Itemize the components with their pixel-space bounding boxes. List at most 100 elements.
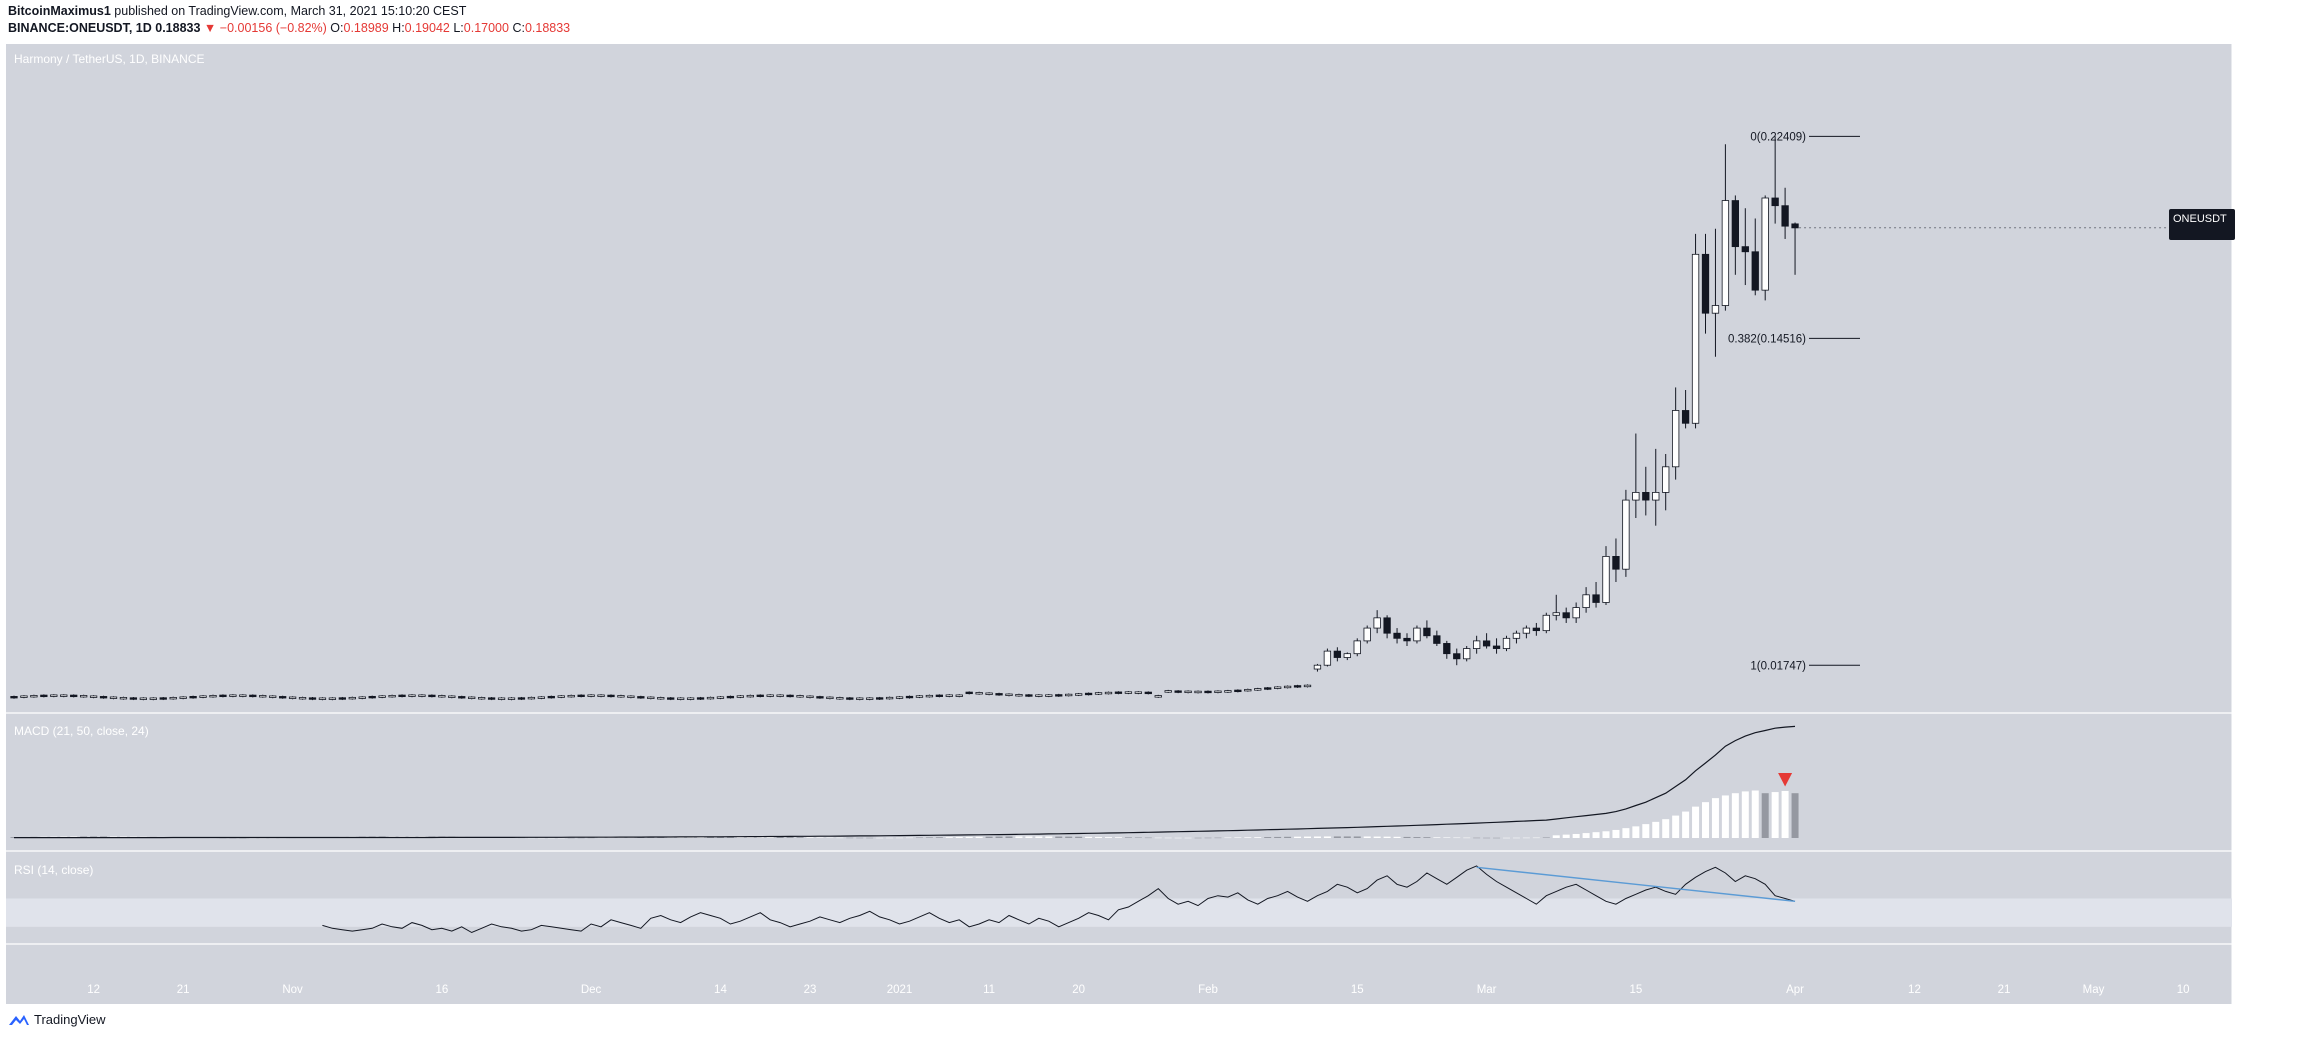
candle <box>955 694 963 697</box>
candle <box>477 697 486 700</box>
macd-histogram-bar <box>597 837 605 839</box>
candle <box>895 696 904 699</box>
price-tick-label: 0.06000 <box>2254 551 2296 563</box>
candle <box>1025 694 1033 697</box>
candle <box>30 695 38 698</box>
signal-arrow-icon <box>1778 773 1793 787</box>
macd-histogram-bar <box>1294 836 1302 838</box>
candle <box>885 696 894 700</box>
macd-histogram-bar <box>1493 837 1501 839</box>
candle <box>458 696 466 699</box>
candle <box>1104 691 1113 695</box>
down-arrow-icon: ▼ <box>203 21 217 35</box>
fib-level-label: 1(0.01747) <box>1750 660 1806 672</box>
candle <box>1124 691 1133 694</box>
candle <box>1333 650 1341 658</box>
candle <box>1154 695 1162 698</box>
candle <box>468 696 476 699</box>
price-tick-label: 0.08000 <box>2254 500 2296 512</box>
candle <box>1164 690 1172 693</box>
candle <box>50 694 58 697</box>
candle <box>1642 491 1650 501</box>
macd-histogram-bar <box>1771 792 1779 838</box>
macd-histogram-bar <box>1264 837 1272 838</box>
macd-histogram-bar <box>1025 836 1033 838</box>
macd-histogram-bar <box>1015 836 1023 838</box>
macd-histogram-bar <box>935 837 943 838</box>
candle <box>199 695 207 698</box>
macd-histogram-bar <box>836 837 844 839</box>
candle <box>1532 627 1540 632</box>
candle <box>796 695 804 698</box>
candle <box>179 696 187 699</box>
macd-histogram-bar <box>1682 811 1690 838</box>
candle <box>1303 684 1312 688</box>
macd-histogram-bar <box>965 836 973 838</box>
candle <box>1602 556 1610 603</box>
macd-tick-label: 0.00000 <box>2254 833 2296 845</box>
footer-brand-name: TradingView <box>34 1012 106 1027</box>
time-tick-label: 20 <box>1072 984 1085 996</box>
macd-histogram-bar <box>1194 837 1202 839</box>
author-name[interactable]: BitcoinMaximus1 <box>8 4 111 18</box>
macd-histogram-bar <box>985 836 993 838</box>
candle <box>607 694 615 698</box>
close-value: 0.18833 <box>524 21 571 35</box>
macd-histogram-bar <box>1711 798 1719 838</box>
candle <box>1463 648 1471 660</box>
price-badge <box>2169 209 2235 240</box>
price-tick-label: 0.12000 <box>2254 398 2296 410</box>
time-tick-label: 11 <box>983 984 995 996</box>
macd-histogram-bar <box>1164 837 1172 839</box>
macd-histogram-bar <box>1473 837 1481 839</box>
macd-histogram-bar <box>1741 791 1749 838</box>
candle <box>935 694 943 697</box>
macd-histogram-bar <box>1582 833 1590 838</box>
candle <box>816 696 824 699</box>
candle <box>1045 694 1053 697</box>
candle <box>1353 640 1361 655</box>
time-tick-label: 10 <box>2177 984 2190 996</box>
candle <box>189 696 197 699</box>
open-value: 0.18989 <box>343 21 389 35</box>
candle <box>1055 694 1063 697</box>
macd-histogram-bar <box>786 837 794 838</box>
price-change: −0.00156 (−0.82%) <box>219 21 327 35</box>
macd-histogram-bar <box>1224 837 1232 839</box>
candle <box>219 694 227 698</box>
candle <box>1383 617 1391 634</box>
candle <box>1244 688 1252 692</box>
candle <box>487 697 496 700</box>
candle <box>1632 491 1640 501</box>
rsi-pane-title: RSI (14, close) <box>14 863 93 877</box>
macd-histogram-bar <box>796 837 804 838</box>
tradingview-logo-icon <box>9 1014 29 1025</box>
macd-histogram-bar <box>527 837 535 839</box>
candle <box>1413 627 1421 642</box>
price-tick-label: 0.02000 <box>2254 654 2296 666</box>
candle <box>716 696 725 699</box>
candle <box>358 696 366 699</box>
candle <box>1453 653 1461 660</box>
macd-histogram-bar <box>1622 828 1630 838</box>
candle <box>1691 253 1700 424</box>
last-price: 0.18833 <box>155 21 201 35</box>
macd-histogram-bar <box>1333 836 1341 838</box>
macd-histogram-bar <box>1304 836 1311 838</box>
macd-histogram-bar <box>1692 806 1700 838</box>
macd-histogram-bar <box>846 837 854 839</box>
candle <box>617 695 625 698</box>
candle <box>985 692 993 695</box>
candle <box>836 697 844 700</box>
macd-histogram-bar <box>1134 837 1142 838</box>
candle <box>1672 410 1680 468</box>
candle <box>1323 650 1332 666</box>
time-tick-label: May <box>2083 984 2105 996</box>
candle <box>1075 693 1083 696</box>
ticker-badge: ONEUSDT <box>2173 213 2227 225</box>
publish-text: published on TradingView.com, March 31, … <box>114 4 467 18</box>
candle <box>278 696 287 699</box>
macd-histogram-bar <box>955 837 963 838</box>
footer-brand[interactable]: TradingView <box>8 1012 106 1027</box>
